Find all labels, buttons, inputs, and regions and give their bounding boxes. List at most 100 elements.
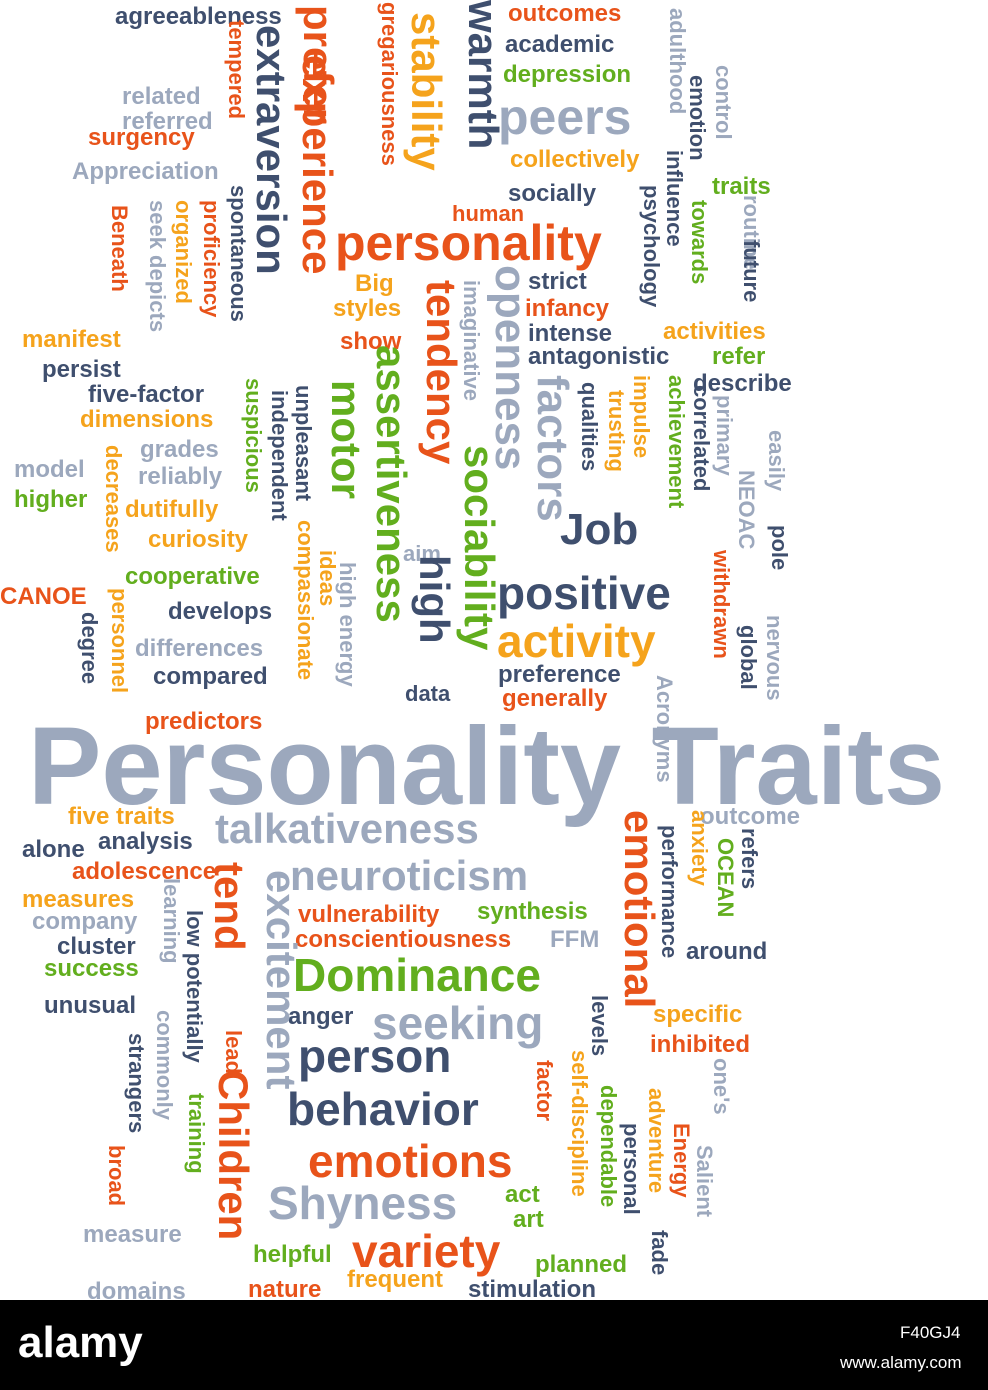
cloud-word: outcome	[700, 803, 801, 830]
cloud-word: Salient	[692, 1145, 717, 1218]
cloud-word: around	[686, 938, 768, 965]
cloud-word: excitement	[258, 870, 305, 1090]
word-cloud: Personality Traits agreeableness outcomes a…	[0, 0, 946, 1301]
cloud-word: develops	[168, 598, 273, 625]
cloud-word: human	[452, 201, 525, 226]
cloud-word: socially	[508, 180, 597, 207]
cloud-word: show	[340, 328, 402, 355]
cloud-word: sociability	[456, 445, 503, 651]
cloud-word: refers	[737, 828, 762, 890]
cloud-word: motor	[323, 380, 370, 499]
cloud-word: preference	[498, 661, 621, 688]
cloud-word: collectively	[510, 146, 640, 173]
cloud-word: curiosity	[148, 526, 249, 553]
cloud-word: adventure	[644, 1088, 669, 1194]
cloud-word: control	[711, 65, 736, 140]
cloud-word: synthesis	[477, 898, 588, 925]
cloud-word: warmth	[460, 0, 507, 150]
cloud-word: one's	[709, 1058, 734, 1115]
cloud-word: infancy	[525, 295, 610, 322]
cloud-word: imaginative	[459, 280, 484, 402]
cloud-word: FFM	[550, 926, 600, 953]
cloud-word: adolescence	[72, 858, 217, 885]
cloud-word: agreeableness	[115, 3, 282, 30]
cloud-word: experience	[294, 55, 341, 275]
cloud-word: compassionate	[293, 520, 318, 681]
cloud-word: assertiveness	[368, 345, 415, 623]
cloud-word: withdrawn	[709, 550, 734, 659]
cloud-word: measures	[22, 886, 135, 913]
cloud-word: specific	[653, 1001, 743, 1028]
cloud-word: grades	[140, 436, 219, 463]
cloud-word: anxiety	[687, 810, 712, 886]
cloud-word: broad	[104, 1145, 129, 1207]
cloud-word: intense	[528, 320, 613, 347]
cloud-word: referred	[122, 108, 213, 135]
cloud-word: traits	[712, 173, 771, 200]
image-id-text: F40GJ4	[900, 1323, 961, 1342]
cloud-word: gregariousness	[377, 2, 402, 166]
cloud-word: OCEAN	[713, 838, 738, 918]
cloud-word: cooperative	[125, 563, 260, 590]
cloud-word: five-factor	[88, 381, 205, 408]
cloud-word: anger	[288, 1003, 354, 1030]
cloud-word: high energy	[335, 562, 360, 687]
cloud-word: antagonistic	[528, 343, 670, 370]
cloud-word: persist	[42, 356, 121, 383]
cloud-word: reliably	[138, 463, 223, 490]
cloud-word: Children	[210, 1070, 257, 1241]
cloud-word: correlated	[689, 385, 714, 492]
cloud-word: learning	[159, 878, 184, 964]
cloud-word: Beneath	[107, 205, 132, 292]
cloud-word: fade	[647, 1230, 672, 1276]
cloud-word: emotions	[308, 1135, 513, 1187]
cloud-word: cluster	[57, 933, 136, 960]
cloud-word: independent	[267, 390, 292, 521]
cloud-word: outcomes	[508, 0, 622, 27]
cloud-word: nervous	[762, 615, 787, 701]
cloud-word: personnel	[107, 588, 132, 694]
cloud-word: five traits	[68, 803, 175, 830]
cloud-word: data	[405, 681, 451, 706]
cloud-word: success	[44, 955, 139, 982]
cloud-word: planned	[535, 1251, 628, 1278]
cloud-word: frequent	[347, 1266, 443, 1293]
cloud-word: describe	[693, 370, 792, 397]
cloud-word: influence	[662, 150, 687, 247]
cloud-word: manifest	[22, 326, 121, 353]
cloud-word: tendency	[418, 280, 465, 465]
cloud-word: extraversion	[248, 25, 295, 275]
cloud-word: vulnerability	[298, 901, 440, 928]
cloud-word: domains	[87, 1278, 186, 1301]
cloud-word: company	[32, 908, 138, 935]
cloud-word: stability	[403, 12, 450, 171]
cloud-word: commonly	[152, 1010, 177, 1121]
cloud-word: Shyness	[268, 1177, 458, 1229]
cloud-word: Big	[355, 270, 394, 297]
cloud-word: higher	[14, 486, 88, 513]
cloud-word: psychology	[639, 185, 664, 308]
cloud-word: unpleasant	[291, 385, 316, 502]
cloud-word: variety	[352, 1225, 501, 1277]
cloud-word: personal	[619, 1123, 644, 1215]
cloud-word: predictors	[145, 708, 263, 735]
cloud-word: Energy	[669, 1123, 694, 1198]
cloud-word: act	[505, 1181, 540, 1208]
cloud-word: openness	[486, 265, 535, 471]
cloud-word: achievement	[664, 375, 689, 509]
cloud-word: tend	[206, 862, 253, 951]
cloud-word: seeking	[372, 997, 544, 1049]
cloud-word: inhibited	[650, 1031, 750, 1058]
cloud-word: factor	[532, 1060, 557, 1122]
cloud-word: stimulation	[468, 1276, 597, 1301]
cloud-word: depression	[503, 61, 632, 88]
cloud-word: emotion	[685, 75, 710, 161]
cloud-word: decreases	[101, 445, 126, 553]
cloud-word: factors	[528, 375, 577, 522]
cloud-word: styles	[333, 295, 402, 322]
cloud-word: differences	[135, 635, 264, 662]
cloud-word: strict	[528, 268, 587, 295]
cloud-word: high	[411, 555, 458, 644]
cloud-word: art	[513, 1206, 544, 1233]
cloud-word: impulse	[629, 375, 654, 459]
